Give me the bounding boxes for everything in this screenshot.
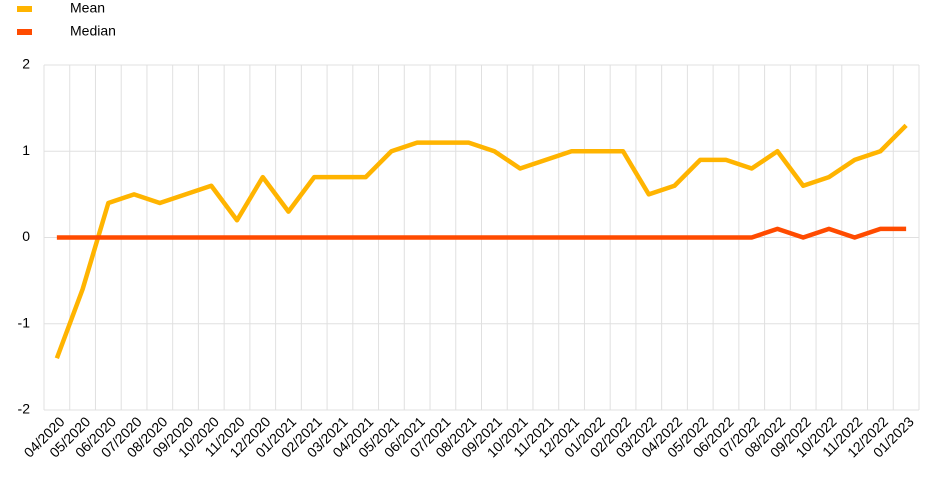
line <box>56 226 907 240</box>
line <box>54 123 908 360</box>
legend-swatch <box>17 29 32 35</box>
legend-label: Mean <box>70 0 105 16</box>
y-tick-label: -1 <box>18 314 31 330</box>
y-tick-label: 1 <box>22 142 30 158</box>
y-tick-label: -2 <box>18 401 31 417</box>
y-tick-label: 2 <box>22 56 30 72</box>
y-tick-label: 0 <box>22 228 30 244</box>
legend-label: Median <box>70 23 116 39</box>
legend-swatch <box>17 6 32 12</box>
